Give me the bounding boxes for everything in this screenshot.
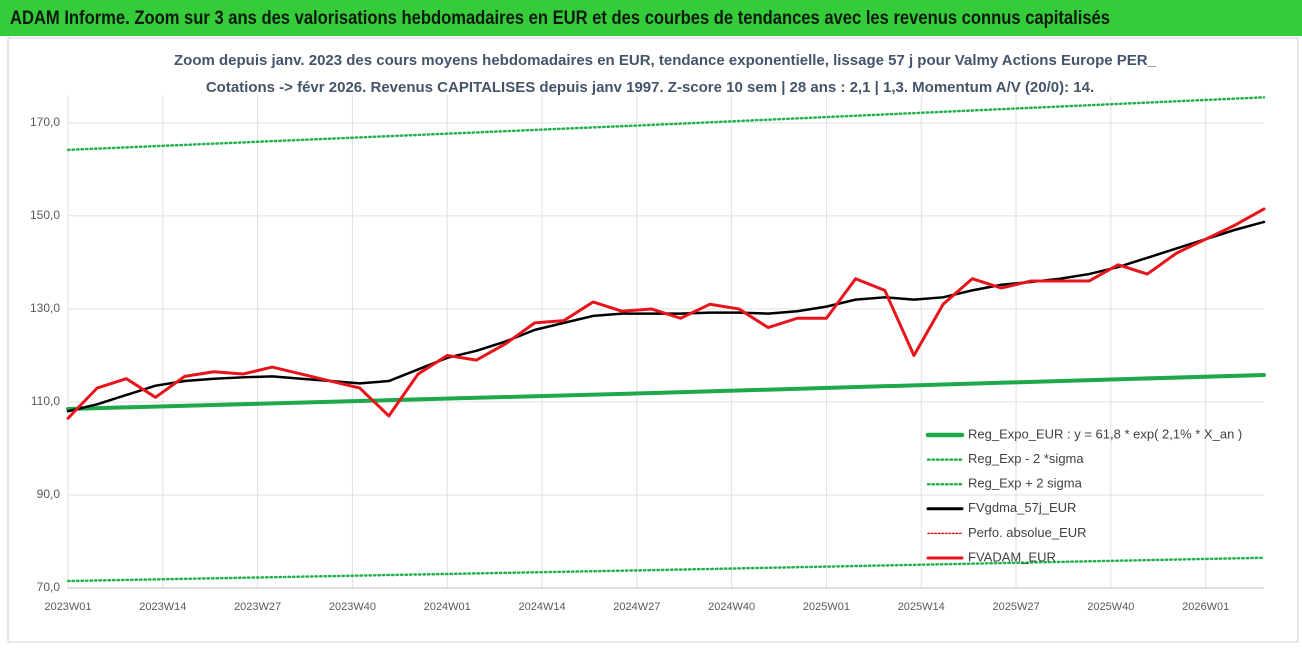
x-tick-label: 2024W14 [518,601,565,613]
x-tick-label: 2024W40 [708,601,755,613]
y-tick-label: 150,0 [30,208,60,222]
legend-label: Reg_Exp - 2 *sigma [968,451,1084,466]
x-tick-label: 2024W01 [424,601,471,613]
x-tick-label: 2023W14 [139,601,186,613]
x-tick-label: 2025W01 [803,601,850,613]
legend-label: Reg_Expo_EUR : y = 61,8 * exp( 2,1% * X_… [968,426,1242,441]
series-line [66,556,1266,583]
banner [0,0,1302,36]
banner-title: ADAM Informe. Zoom sur 3 ans des valoris… [10,8,1110,29]
y-tick-label: 90,0 [37,487,61,501]
x-tick-label: 2023W27 [234,601,281,613]
series-line [66,207,1266,420]
x-tick-label: 2025W14 [898,601,945,613]
x-tick-label: 2023W01 [44,601,91,613]
legend-label: Perfo. absolue_EUR [968,525,1087,540]
x-tick-label: 2025W27 [993,601,1040,613]
y-tick-label: 170,0 [30,115,60,129]
legend-label: Reg_Exp + 2 sigma [968,476,1083,491]
series-line [66,372,1266,411]
legend-label: FVgdma_57j_EUR [968,500,1076,515]
subtitle: Cotations -> févr 2026. Revenus CAPITALI… [206,79,1094,96]
legend-label: FVADAM_EUR [968,549,1056,564]
subtitle: Zoom depuis janv. 2023 des cours moyens … [174,52,1157,69]
y-tick-label: 70,0 [37,580,61,594]
x-tick-label: 2026W01 [1182,601,1229,613]
x-tick-label: 2023W40 [329,601,376,613]
chart-frame [7,37,1299,643]
series-line [66,96,1266,152]
x-tick-label: 2024W27 [613,601,660,613]
y-tick-label: 130,0 [30,301,60,315]
x-tick-label: 2025W40 [1087,601,1134,613]
y-tick-label: 110,0 [31,394,60,408]
